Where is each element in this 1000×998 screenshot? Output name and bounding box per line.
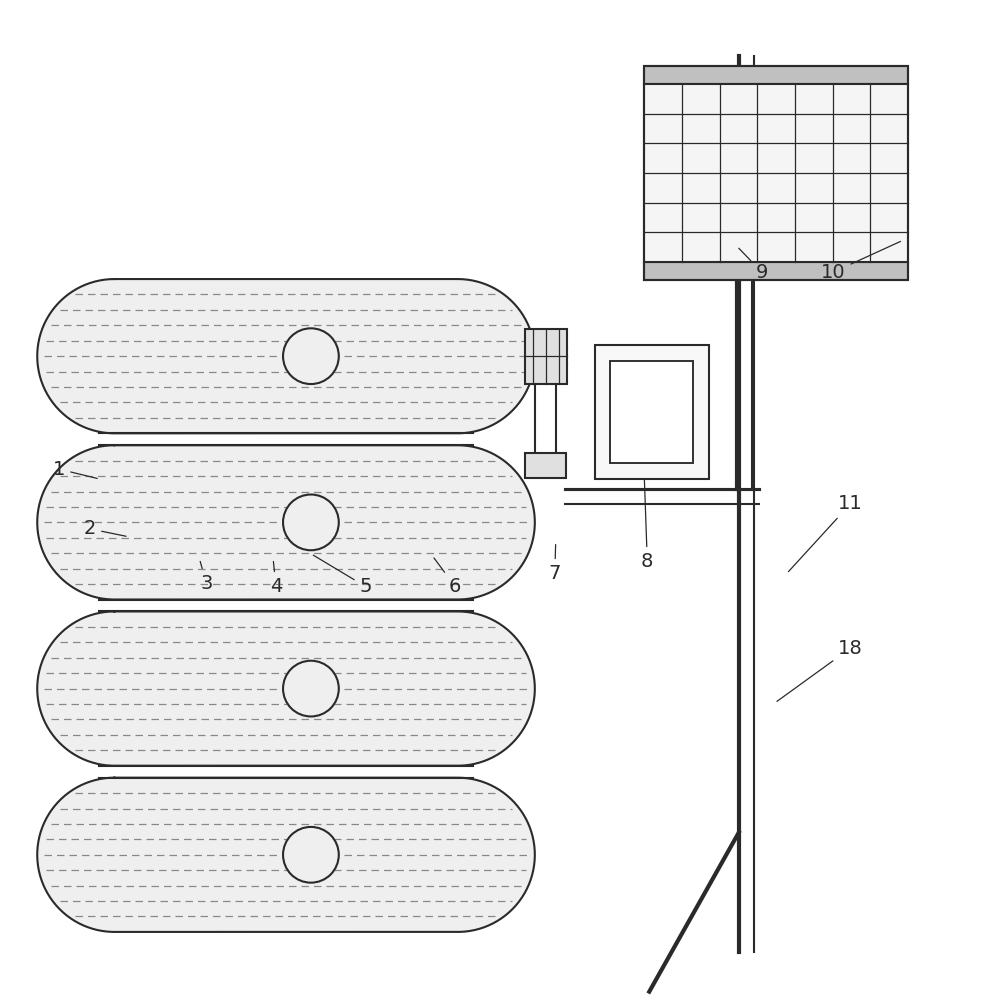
Text: 18: 18 — [777, 639, 863, 702]
Circle shape — [283, 827, 339, 882]
Text: 2: 2 — [84, 519, 126, 538]
Circle shape — [37, 445, 191, 600]
Circle shape — [283, 661, 339, 717]
Polygon shape — [114, 612, 458, 765]
Polygon shape — [595, 344, 709, 479]
Polygon shape — [644, 84, 908, 262]
Text: 7: 7 — [549, 545, 561, 583]
Text: 5: 5 — [313, 555, 372, 596]
Polygon shape — [644, 66, 908, 84]
Circle shape — [381, 777, 535, 932]
Polygon shape — [114, 445, 458, 600]
Circle shape — [381, 445, 535, 600]
Polygon shape — [114, 279, 458, 433]
Circle shape — [37, 279, 191, 433]
Polygon shape — [525, 453, 566, 478]
Circle shape — [381, 279, 535, 433]
Circle shape — [283, 495, 339, 550]
Text: 4: 4 — [270, 562, 282, 596]
Text: 10: 10 — [821, 242, 901, 281]
Circle shape — [283, 328, 339, 384]
Text: 6: 6 — [434, 558, 461, 596]
Text: 3: 3 — [200, 562, 213, 593]
Text: 11: 11 — [788, 494, 863, 572]
Circle shape — [37, 777, 191, 932]
Polygon shape — [610, 360, 693, 463]
Text: 9: 9 — [739, 249, 768, 281]
Text: 1: 1 — [53, 460, 97, 479]
Circle shape — [37, 612, 191, 765]
Polygon shape — [525, 328, 567, 383]
Text: 8: 8 — [641, 480, 653, 571]
Polygon shape — [644, 262, 908, 280]
Circle shape — [381, 612, 535, 765]
Polygon shape — [114, 777, 458, 932]
